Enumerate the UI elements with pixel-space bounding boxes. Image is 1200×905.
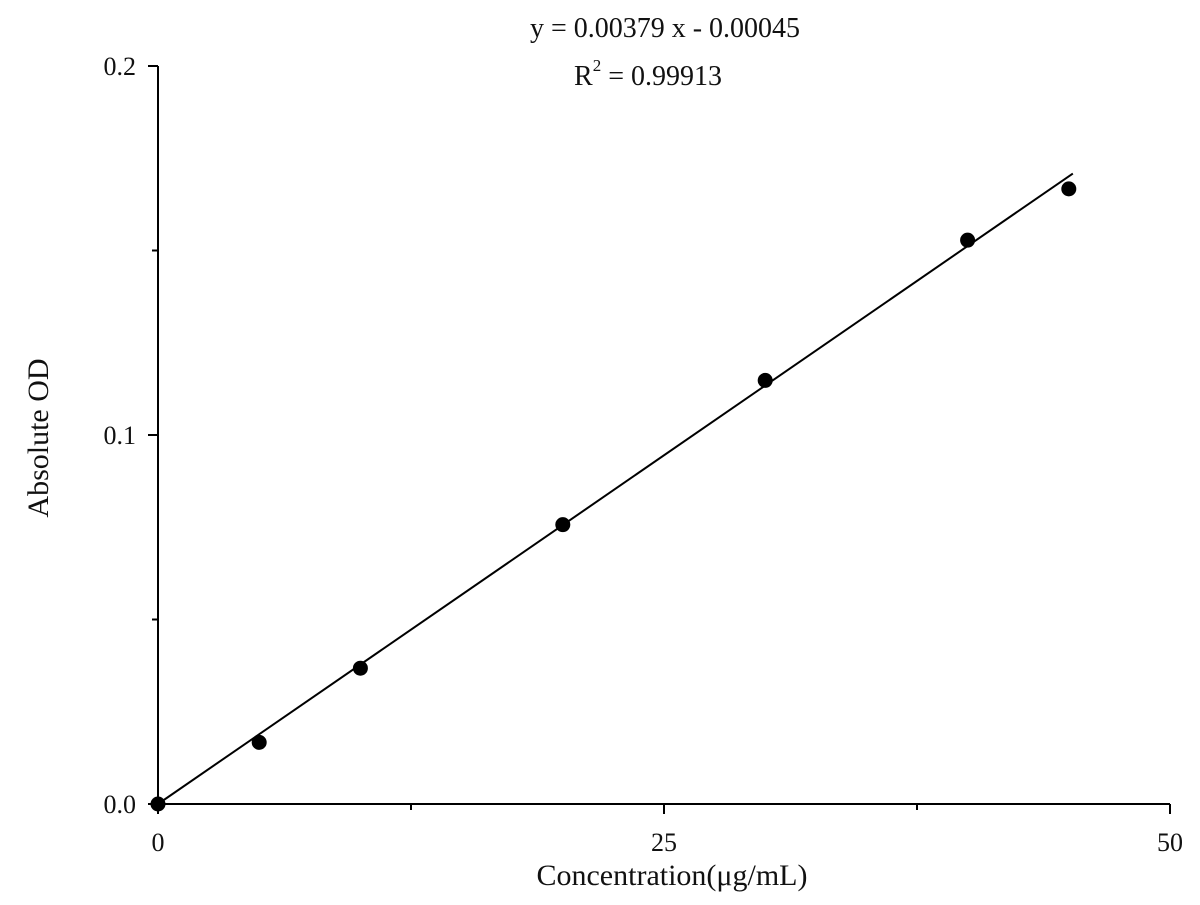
r-squared-symbol: R [574,61,593,92]
data-point [1061,181,1077,197]
data-point [251,734,267,750]
y-axis-label: Absolute OD [22,358,55,517]
data-point [555,517,571,533]
r-squared-superscript: 2 [593,56,602,75]
data-point [352,660,368,676]
r-squared-annotation: R2 = 0.99913 [574,56,722,92]
x-tick-label: 50 [1157,828,1183,857]
r-squared-value: = 0.99913 [601,61,722,92]
x-axis-label: Concentration(μg/mL) [536,859,807,892]
y-tick-label: 0.0 [104,790,137,819]
data-point [150,796,166,812]
ticks: 0 25 50 0.0 0.1 0.2 [104,52,1184,857]
data-point [960,232,976,248]
fit-equation: y = 0.00379 x - 0.00045 [530,13,800,44]
y-tick-label: 0.2 [104,52,137,81]
linear-fit-line [157,172,1074,805]
data-point [757,372,773,388]
x-tick-label: 25 [651,828,677,857]
axes [157,66,1170,805]
y-tick-label: 0.1 [104,421,137,450]
x-tick-label: 0 [152,828,165,857]
fit-line-group [157,172,1074,805]
data-points [150,181,1077,812]
